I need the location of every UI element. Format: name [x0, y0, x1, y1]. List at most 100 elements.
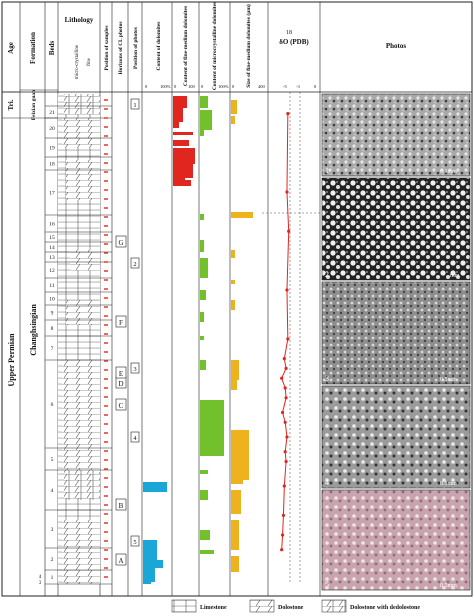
micro-content-bar — [200, 530, 210, 540]
size-bar — [231, 300, 235, 310]
scale-dolomite-zero: 0 — [145, 84, 148, 89]
legend: Limestone Dolostone Dolostone with dedol… — [171, 599, 420, 613]
photo-marker-box — [130, 535, 140, 547]
header-content-dolomites: Content of dolomites — [156, 22, 162, 71]
horizon-box — [115, 398, 127, 411]
age-tri: Tri. — [7, 99, 15, 110]
isotope-curve — [280, 92, 301, 584]
header-lith-fine: fine — [87, 57, 92, 66]
scale-micro-zero: 0 — [201, 84, 204, 89]
photo-panel-1 — [321, 93, 471, 177]
horizon-box — [115, 235, 127, 248]
bed-label: 1 — [51, 575, 54, 581]
isotope-point — [285, 288, 289, 292]
isotope-point — [284, 459, 288, 464]
dolomite-content-bar — [143, 540, 157, 560]
isotope-point — [284, 366, 288, 370]
photo-3-scale: 0.5mm — [440, 377, 457, 383]
legend-limestone-label: Limestone — [200, 605, 227, 611]
sample-marks — [104, 99, 108, 578]
bed-label: 7 — [51, 346, 54, 352]
size-bar — [231, 460, 243, 484]
isotope-point — [284, 396, 288, 400]
horizon-box — [115, 315, 127, 328]
header-lithology: Lithology — [65, 16, 94, 24]
isotope-line — [281, 113, 290, 550]
header-size-fine: Size of fine-medium dolomites (μm) — [245, 4, 252, 88]
fine-medium-bar — [173, 108, 183, 122]
size-bar — [231, 212, 253, 218]
fine-medium-bar — [173, 132, 193, 135]
bed-label: 4 — [51, 488, 54, 494]
photo-panel-2 — [321, 177, 471, 281]
photo-5-number: 5 — [325, 580, 329, 589]
isotope-point — [281, 513, 286, 518]
isotope-point — [280, 548, 284, 552]
size-bar — [231, 490, 241, 514]
isotope-point — [282, 357, 286, 361]
photo-4-number: 4 — [325, 478, 329, 487]
photo-markers: 1 2 3 4 5 — [130, 98, 140, 547]
isotope-point — [285, 435, 289, 439]
photo-marker-box — [130, 257, 140, 269]
bed-bottom-note: 3 — [39, 581, 42, 586]
micro-content-bar — [200, 360, 206, 370]
scale-iso-zero: 0 — [314, 84, 317, 89]
bed-label: 13 — [49, 255, 55, 261]
micro-content-bar — [200, 470, 208, 474]
size-bar — [231, 556, 239, 572]
isotope-point — [283, 450, 287, 454]
header-beds: Beds — [48, 41, 56, 56]
photo-panel-3 — [321, 281, 471, 385]
isotope-point — [283, 420, 287, 424]
bed-label: 21 — [49, 110, 55, 116]
horizon-label: C — [119, 402, 124, 410]
scale-fine-zero: 0 — [174, 84, 177, 89]
bed-label: 2 — [51, 557, 54, 563]
bed-label: 18 — [49, 162, 55, 168]
photo-marker-label: 2 — [133, 261, 136, 268]
lithology-column — [58, 94, 100, 584]
size-bar — [231, 100, 237, 114]
bed-label: 15 — [49, 235, 55, 241]
scale-fine-100: 100 — [188, 84, 196, 89]
bed-label: 19 — [49, 146, 55, 152]
header-position-photos: Position of photos — [133, 27, 139, 69]
horizon-box — [115, 553, 127, 566]
bed-label: 9 — [51, 311, 54, 317]
photo-marker-label: 3 — [133, 366, 136, 373]
header-formation: Formation — [29, 32, 37, 64]
size-bar — [231, 250, 235, 258]
bed-label: 8 — [51, 326, 54, 332]
micro-content-bar — [200, 240, 204, 252]
bed-label: 5 — [51, 457, 54, 463]
isotope-point — [287, 229, 291, 233]
isotope-point — [282, 484, 286, 488]
horizon-label: A — [118, 557, 123, 565]
bed-label: 16 — [49, 222, 55, 228]
isotope-point — [280, 410, 285, 415]
isotope-point — [280, 376, 284, 380]
photo-marker-label: 1 — [133, 102, 136, 109]
horizon-box — [115, 366, 127, 379]
header-horizons: Horizons of CL photos — [118, 21, 124, 74]
photo-panel-5 — [321, 489, 471, 591]
fine-medium-bar — [173, 96, 187, 108]
scale-size-zero: 0 — [232, 84, 235, 89]
bed-label: 6 — [51, 402, 54, 408]
content-bars — [143, 96, 253, 584]
bed-bottom-note: 4 — [39, 575, 42, 580]
fine-medium-bar — [173, 180, 191, 186]
figure-frame — [1, 1, 473, 597]
size-bar — [231, 116, 235, 124]
micro-content-bar — [200, 336, 204, 340]
micro-content-bar — [200, 110, 212, 130]
isotope-point — [286, 112, 290, 116]
bed-label: 20 — [49, 126, 55, 132]
micro-content-bar — [200, 130, 204, 136]
bed-label: 10 — [49, 297, 55, 303]
photo-marker-box — [130, 362, 140, 374]
scale-iso-neg3: -3 — [296, 84, 300, 89]
